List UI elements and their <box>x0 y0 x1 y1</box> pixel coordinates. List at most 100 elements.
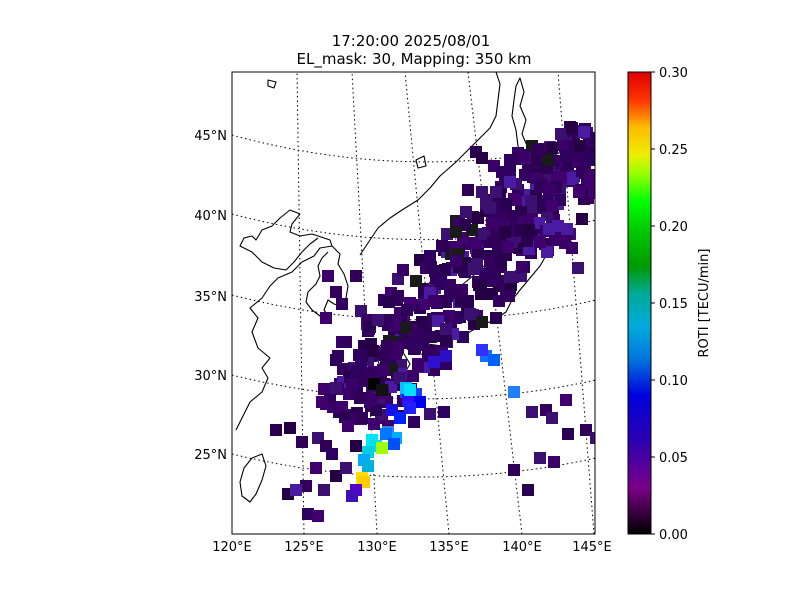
map-frame <box>231 71 596 535</box>
roti-cell <box>440 335 452 347</box>
colorbar: 0.30 0.25 0.20 0.15 0.10 0.05 0.00 ROTI … <box>627 66 712 543</box>
roti-cell <box>526 406 538 418</box>
roti-cell <box>578 126 590 138</box>
roti-cell <box>590 132 595 144</box>
roti-cell <box>428 356 440 368</box>
roti-cell <box>428 295 440 307</box>
roti-cell <box>400 322 412 334</box>
roti-cell <box>382 314 394 326</box>
roti-cell <box>312 510 324 522</box>
roti-cell <box>342 420 354 432</box>
roti-cell <box>354 392 366 404</box>
roti-cell <box>450 226 462 238</box>
roti-cell <box>504 271 516 283</box>
roti-cell <box>438 406 450 418</box>
roti-cell <box>330 470 342 482</box>
colorbar-tick-label: 0.20 <box>659 220 688 235</box>
roti-cell <box>562 428 574 440</box>
roti-cell <box>296 436 308 448</box>
roti-cell <box>462 184 474 196</box>
graticule-parallels <box>232 134 595 478</box>
title-line-2: EL_mask: 30, Mapping: 350 km <box>297 50 532 69</box>
roti-cell <box>346 378 358 390</box>
title-line-1: 17:20:00 2025/08/01 <box>332 32 491 50</box>
roti-cell <box>504 154 516 166</box>
roti-cell <box>484 202 496 214</box>
roti-cell <box>394 412 406 424</box>
roti-cell <box>330 286 342 298</box>
roti-cell <box>340 462 352 474</box>
roti-cell <box>508 386 520 398</box>
roti-cell <box>543 184 555 196</box>
roti-cell <box>499 226 511 238</box>
roti-cell <box>508 464 520 476</box>
roti-cell <box>518 150 530 162</box>
roti-cell <box>560 150 572 162</box>
roti-cell <box>546 200 558 212</box>
colorbar-tick-label: 0.00 <box>659 528 688 543</box>
roti-cell <box>383 296 395 308</box>
lat-label: 30°N <box>194 369 227 384</box>
roti-cell <box>366 394 378 406</box>
roti-cell <box>522 484 534 496</box>
map-panel <box>231 71 596 535</box>
roti-cell <box>394 372 406 384</box>
roti-cell <box>370 404 382 416</box>
roti-cell <box>326 448 338 460</box>
roti-cell <box>440 350 452 362</box>
roti-cell <box>356 349 368 361</box>
roti-cell <box>583 154 595 166</box>
roti-cell <box>318 484 330 496</box>
roti-cell <box>411 327 423 339</box>
lon-label: 145°E <box>572 540 612 555</box>
roti-cell <box>425 331 437 343</box>
roti-cell <box>523 224 535 236</box>
roti-cell <box>376 442 388 454</box>
roti-cell <box>504 176 516 188</box>
roti-cell <box>468 263 480 275</box>
roti-cell <box>488 354 500 366</box>
roti-cell <box>460 206 472 218</box>
roti-cell <box>566 242 578 254</box>
roti-cell <box>450 287 462 299</box>
roti-cell <box>377 364 389 376</box>
roti-cell <box>346 490 358 502</box>
lon-label: 120°E <box>212 540 252 555</box>
roti-cell <box>543 223 555 235</box>
roti-cell <box>572 262 584 274</box>
roti-cell <box>464 308 476 320</box>
roti-cell <box>542 154 554 166</box>
latitude-labels: 45°N 40°N 35°N 30°N 25°N <box>194 129 227 463</box>
roti-cell <box>412 360 424 372</box>
roti-cell <box>521 235 533 247</box>
roti-cell <box>414 396 426 408</box>
roti-cell <box>555 128 567 140</box>
colorbar-tick-label: 0.30 <box>659 66 688 81</box>
roti-cell <box>534 236 546 248</box>
roti-cell <box>450 255 462 267</box>
roti-cell <box>570 150 582 162</box>
lon-label: 125°E <box>284 540 324 555</box>
roti-cell <box>284 422 296 434</box>
roti-cell <box>489 267 501 279</box>
roti-cell <box>381 340 393 352</box>
roti-cell <box>566 122 578 134</box>
roti-cell <box>350 440 362 452</box>
roti-cell <box>484 256 496 268</box>
roti-cell <box>490 312 502 324</box>
roti-cell <box>300 480 312 492</box>
roti-cell <box>588 186 595 198</box>
roti-cell <box>560 394 572 406</box>
roti-cell <box>476 344 488 356</box>
coast-russia <box>359 72 501 256</box>
lon-label: 140°E <box>502 540 542 555</box>
roti-cell <box>479 268 491 280</box>
roti-cell <box>586 145 595 157</box>
roti-cell <box>340 336 352 348</box>
roti-cell <box>476 152 488 164</box>
coast-china-korea <box>235 209 333 431</box>
longitude-labels: 120°E 125°E 130°E 135°E 140°E 145°E <box>212 540 612 555</box>
roti-cells <box>270 121 595 522</box>
roti-cell <box>473 279 485 291</box>
roti-cell <box>336 298 348 310</box>
